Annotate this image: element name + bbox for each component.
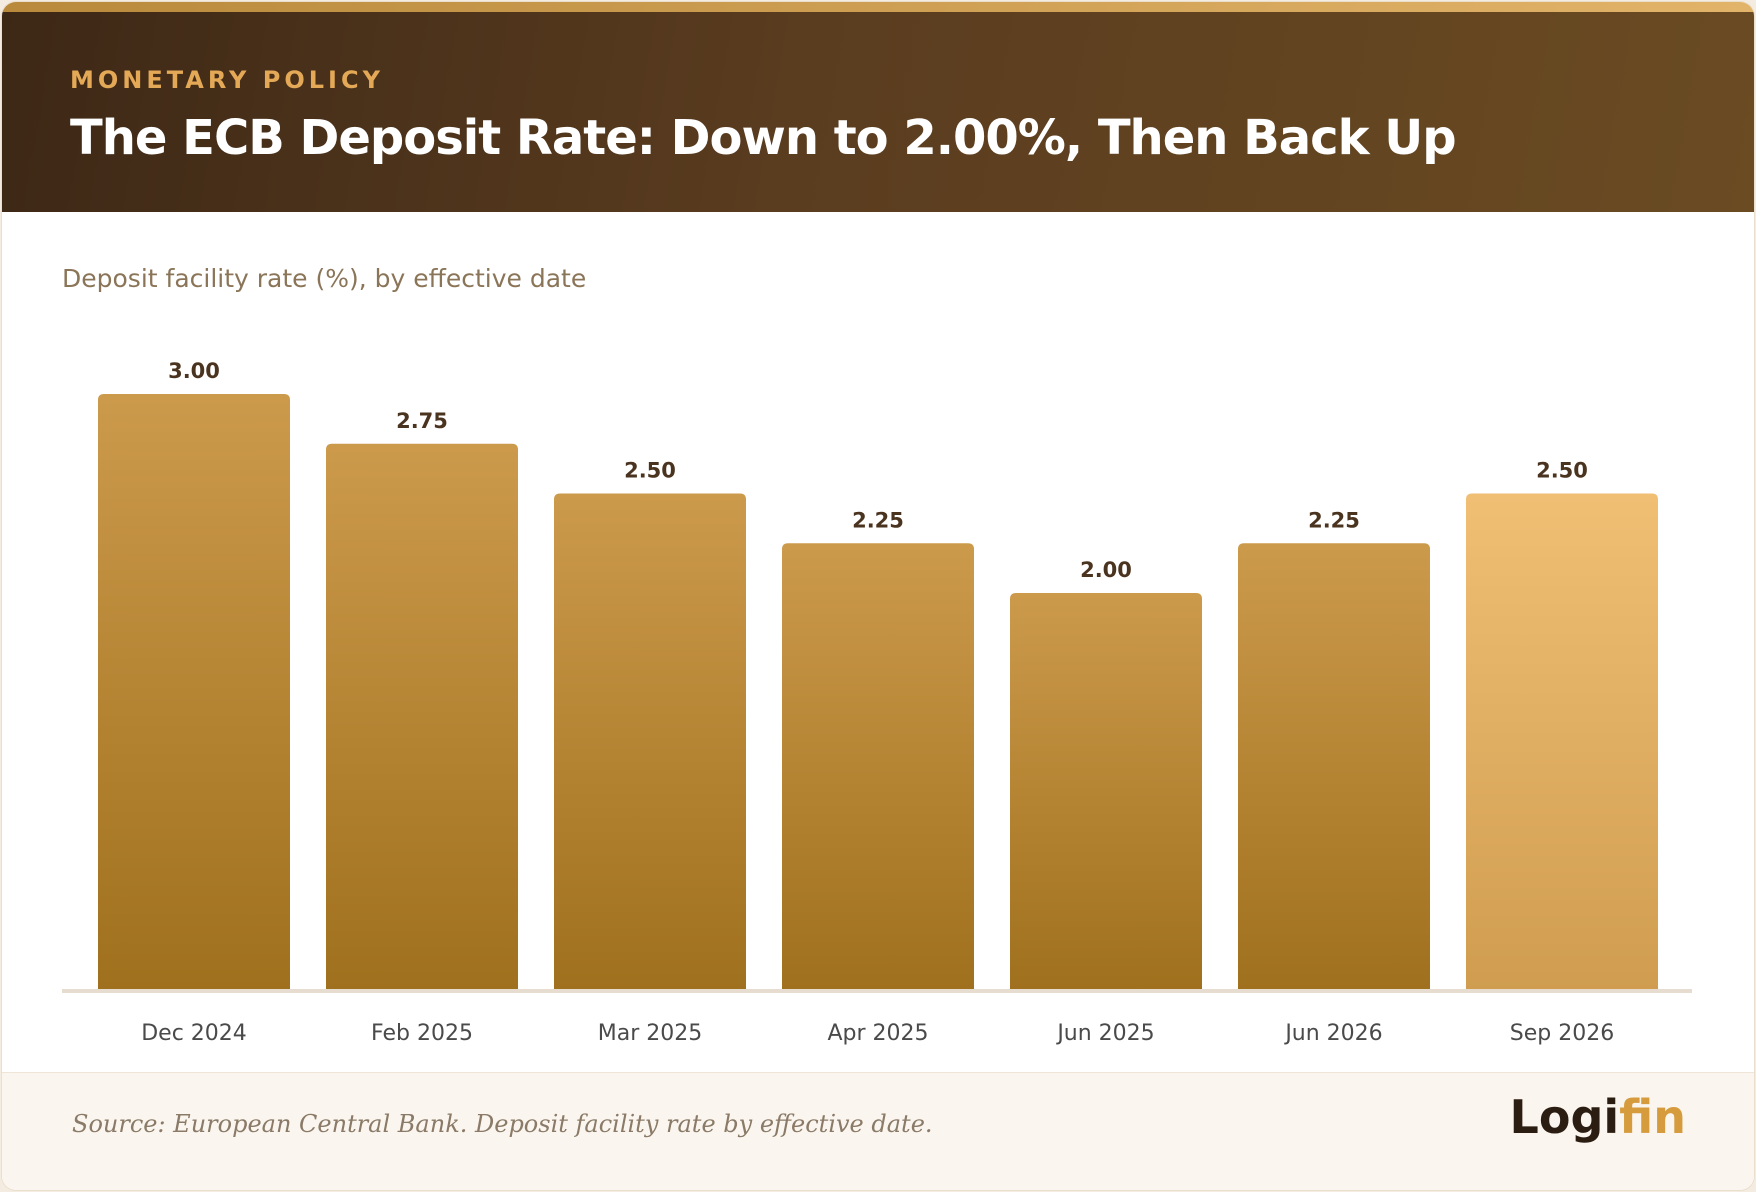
chart-title: The ECB Deposit Rate: Down to 2.00%, The… <box>70 110 1457 166</box>
bar-value-label: 2.50 <box>1536 459 1588 483</box>
bar-chart: 3.00 2.75 2.50 2.25 2.00 2.25 2.50 Dec 2024 Feb… <box>62 359 1692 1046</box>
bar-dec-2024 <box>98 394 290 991</box>
bar-value-label: 2.25 <box>1308 508 1360 532</box>
accent-topline <box>2 2 1754 12</box>
bar-mar-2025 <box>554 493 746 991</box>
x-tick-label: Dec 2024 <box>141 1021 247 1046</box>
bar-feb-2025 <box>326 443 518 991</box>
logo-part-1: Logi <box>1509 1090 1620 1144</box>
x-tick-label: Apr 2025 <box>827 1021 928 1046</box>
bar-value-label: 2.00 <box>1080 558 1132 582</box>
bar-jun-2026 <box>1238 543 1430 991</box>
logo: Logifin <box>1510 1094 1686 1140</box>
x-tick-label: Feb 2025 <box>371 1021 473 1046</box>
x-tick-label: Jun 2026 <box>1283 1021 1382 1046</box>
bar-apr-2025 <box>782 543 974 991</box>
header-band: MONETARY POLICY The ECB Deposit Rate: Do… <box>2 12 1754 212</box>
x-tick-label: Sep 2026 <box>1510 1021 1614 1046</box>
kicker: MONETARY POLICY <box>70 66 384 94</box>
footer <box>2 1072 1754 1190</box>
bar-value-label: 2.50 <box>624 459 676 483</box>
chart-subtitle: Deposit facility rate (%), by effective … <box>62 264 587 293</box>
logo-part-2: fin <box>1619 1090 1686 1144</box>
x-tick-label: Jun 2025 <box>1055 1021 1154 1046</box>
bar-value-label: 2.25 <box>852 508 904 532</box>
bars: 3.00 2.75 2.50 2.25 2.00 2.25 2.50 <box>98 359 1658 991</box>
bar-jun-2025 <box>1010 593 1202 991</box>
bar-value-label: 2.75 <box>396 409 448 433</box>
source-note: Source: European Central Bank. Deposit f… <box>72 1110 933 1138</box>
bar-sep-2026 <box>1466 493 1658 991</box>
x-tick-label: Mar 2025 <box>598 1021 703 1046</box>
x-axis-ticks: Dec 2024 Feb 2025 Mar 2025 Apr 2025 Jun 2025… <box>141 1021 1614 1046</box>
bar-value-label: 3.00 <box>168 359 220 383</box>
